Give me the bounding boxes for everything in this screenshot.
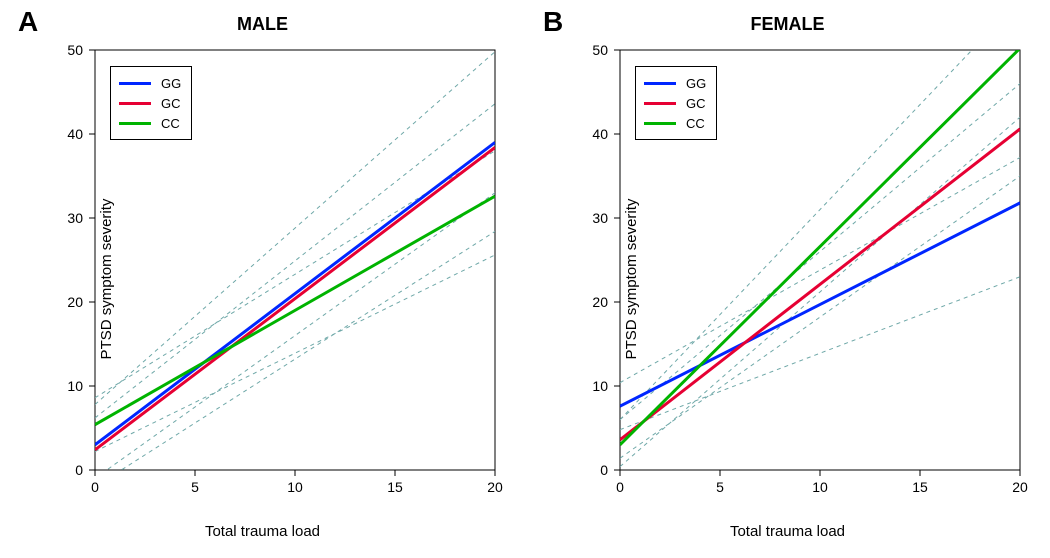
y-tick-label: 50 — [67, 42, 83, 58]
figure: A MALE PTSD symptom severity 05101520010… — [0, 0, 1050, 558]
legend-item: CC — [119, 113, 181, 133]
legend-item: CC — [644, 113, 706, 133]
legend-item: GG — [644, 73, 706, 93]
x-tick-label: 0 — [616, 479, 624, 495]
x-tick-label: 10 — [287, 479, 303, 495]
ci-line — [95, 193, 495, 479]
legend-b: GG GC CC — [635, 66, 717, 140]
ci-line — [620, 0, 1020, 420]
y-tick-label: 0 — [600, 462, 608, 478]
legend-label: GG — [686, 76, 706, 91]
series-line-GC — [95, 147, 495, 449]
x-tick-label: 5 — [716, 479, 724, 495]
x-axis-label-a: Total trauma load — [0, 523, 525, 540]
ci-line — [95, 104, 495, 418]
y-tick-label: 40 — [67, 126, 83, 142]
x-tick-label: 5 — [191, 479, 199, 495]
legend-swatch — [119, 122, 151, 125]
y-tick-label: 20 — [67, 294, 83, 310]
legend-label: GC — [161, 96, 181, 111]
panel-b: B FEMALE PTSD symptom severity 051015200… — [525, 0, 1050, 558]
legend-swatch — [119, 102, 151, 105]
legend-item: GC — [644, 93, 706, 113]
y-tick-label: 0 — [75, 462, 83, 478]
series-line-GG — [95, 142, 495, 444]
y-tick-label: 10 — [592, 378, 608, 394]
x-tick-label: 20 — [487, 479, 503, 495]
legend-a: GG GC CC — [110, 66, 192, 140]
x-tick-label: 0 — [91, 479, 99, 495]
series-line-GC — [620, 129, 1020, 440]
ci-line — [95, 231, 495, 486]
legend-swatch — [644, 102, 676, 105]
ci-line — [620, 117, 1020, 466]
x-tick-label: 15 — [912, 479, 928, 495]
x-axis-label-b: Total trauma load — [525, 523, 1050, 540]
legend-swatch — [119, 82, 151, 85]
series-line-CC — [95, 196, 495, 424]
y-tick-label: 10 — [67, 378, 83, 394]
ci-line — [620, 158, 1020, 383]
panel-a: A MALE PTSD symptom severity 05101520010… — [0, 0, 525, 558]
panel-title-b: FEMALE — [525, 14, 1050, 35]
ci-line — [620, 176, 1020, 458]
x-tick-label: 20 — [1012, 479, 1028, 495]
legend-swatch — [644, 122, 676, 125]
legend-item: GC — [119, 93, 181, 113]
y-tick-label: 50 — [592, 42, 608, 58]
ci-line — [620, 277, 1020, 430]
y-tick-label: 30 — [592, 210, 608, 226]
legend-label: CC — [686, 116, 705, 131]
legend-swatch — [644, 82, 676, 85]
legend-label: CC — [161, 116, 180, 131]
x-tick-label: 10 — [812, 479, 828, 495]
legend-label: GC — [686, 96, 706, 111]
ci-line — [95, 255, 495, 452]
legend-label: GG — [161, 76, 181, 91]
y-tick-label: 20 — [592, 294, 608, 310]
y-tick-label: 40 — [592, 126, 608, 142]
panel-title-a: MALE — [0, 14, 525, 35]
y-tick-label: 30 — [67, 210, 83, 226]
x-tick-label: 15 — [387, 479, 403, 495]
series-line-GG — [620, 203, 1020, 406]
legend-item: GG — [119, 73, 181, 93]
